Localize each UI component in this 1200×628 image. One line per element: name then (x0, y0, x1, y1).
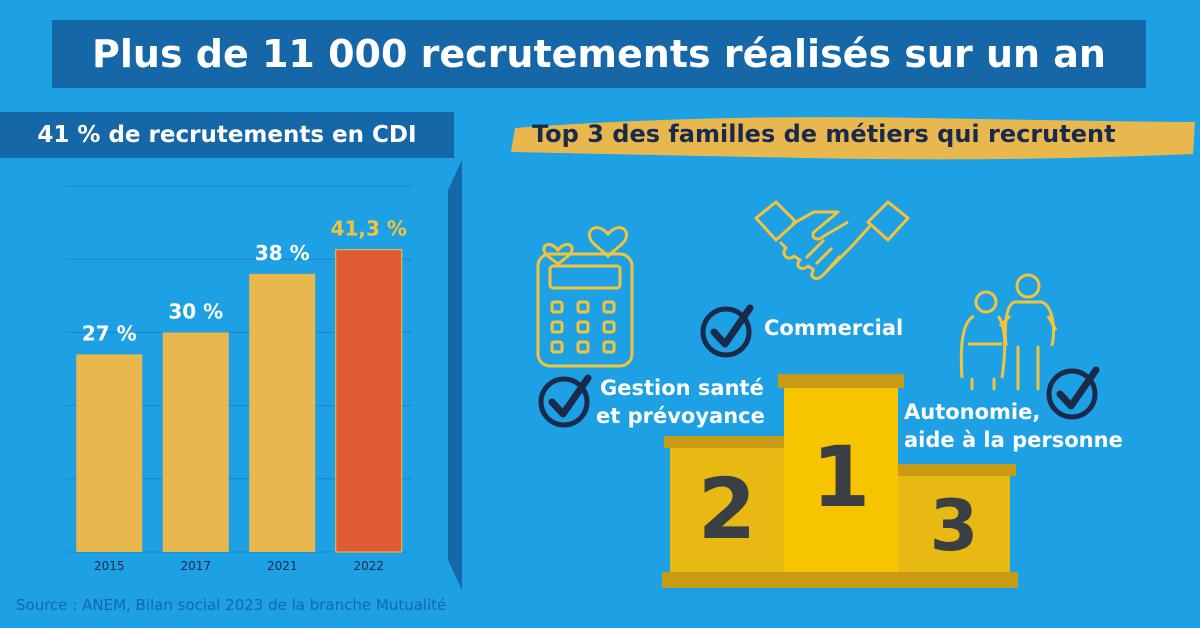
podium-rank-3: 3 (930, 485, 979, 567)
podium-step-1-top (778, 374, 904, 388)
bar (76, 354, 143, 552)
x-tick-label: 2021 (267, 559, 298, 573)
brush-stroke (511, 117, 1195, 160)
subtitle-banner: 41 % de recrutements en CDI (0, 112, 454, 158)
x-tick-label: 2015 (94, 559, 125, 573)
calculator-icon (536, 226, 634, 368)
podium-step-3-top (898, 464, 1016, 476)
category-label-line: et prévoyance (596, 404, 765, 428)
title-banner: Plus de 11 000 recrutements réalisés sur… (52, 20, 1146, 88)
page-title: Plus de 11 000 recrutements réalisés sur… (92, 32, 1106, 76)
podium-step-1 (784, 388, 898, 574)
data-label: 38 % (255, 241, 310, 265)
bar (335, 249, 403, 553)
podium-rank-1: 1 (812, 428, 870, 526)
check-icon (1046, 366, 1100, 420)
category-label-gestion: Gestion santé et prévoyance (596, 374, 765, 430)
check-icon (700, 304, 754, 358)
category-label-autonomie: Autonomie, aide à la personne (904, 398, 1123, 454)
data-label: 27 % (82, 321, 137, 345)
category-label-line: Commercial (764, 316, 904, 340)
x-tick-label: 2022 (353, 559, 384, 573)
top3-heading: Top 3 des familles de métiers qui recrut… (532, 120, 1116, 148)
cdi-bar-chart: 27 % 2015 30 % 2017 38 % 2021 41,3 % 2022 (66, 185, 412, 573)
category-label-line: Autonomie, (904, 400, 1041, 424)
chart-title: 41 % de recrutements en CDI (37, 122, 417, 148)
podium-step-2 (670, 448, 784, 574)
check-icon (538, 374, 592, 428)
podium-step-3 (898, 476, 1010, 574)
handshake-icon (754, 200, 910, 280)
category-label-line: aide à la personne (904, 428, 1123, 452)
category-label-line: Gestion santé (600, 376, 764, 400)
podium-rank-2: 2 (698, 460, 756, 558)
podium: 1 2 3 (662, 374, 1018, 588)
chevron-divider (448, 160, 462, 590)
data-label: 30 % (168, 299, 223, 323)
podium-base (662, 572, 1018, 588)
bar (162, 332, 229, 552)
bar (249, 273, 316, 552)
x-tick-label: 2017 (180, 559, 211, 573)
source-note: Source : ANEM, Bilan social 2023 de la b… (16, 596, 447, 614)
category-label-commercial: Commercial (764, 314, 903, 342)
caregiver-icon (959, 273, 1058, 390)
data-label: 41,3 % (331, 217, 407, 241)
podium-step-2-top (664, 436, 784, 448)
